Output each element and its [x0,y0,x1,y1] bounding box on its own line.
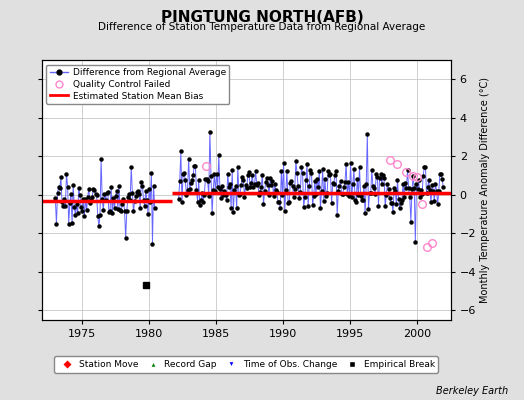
Y-axis label: Monthly Temperature Anomaly Difference (°C): Monthly Temperature Anomaly Difference (… [481,77,490,303]
Text: PINGTUNG NORTH(AFB): PINGTUNG NORTH(AFB) [161,10,363,25]
Text: Difference of Station Temperature Data from Regional Average: Difference of Station Temperature Data f… [99,22,425,32]
Text: Berkeley Earth: Berkeley Earth [436,386,508,396]
Legend: Station Move, Record Gap, Time of Obs. Change, Empirical Break: Station Move, Record Gap, Time of Obs. C… [54,356,438,373]
